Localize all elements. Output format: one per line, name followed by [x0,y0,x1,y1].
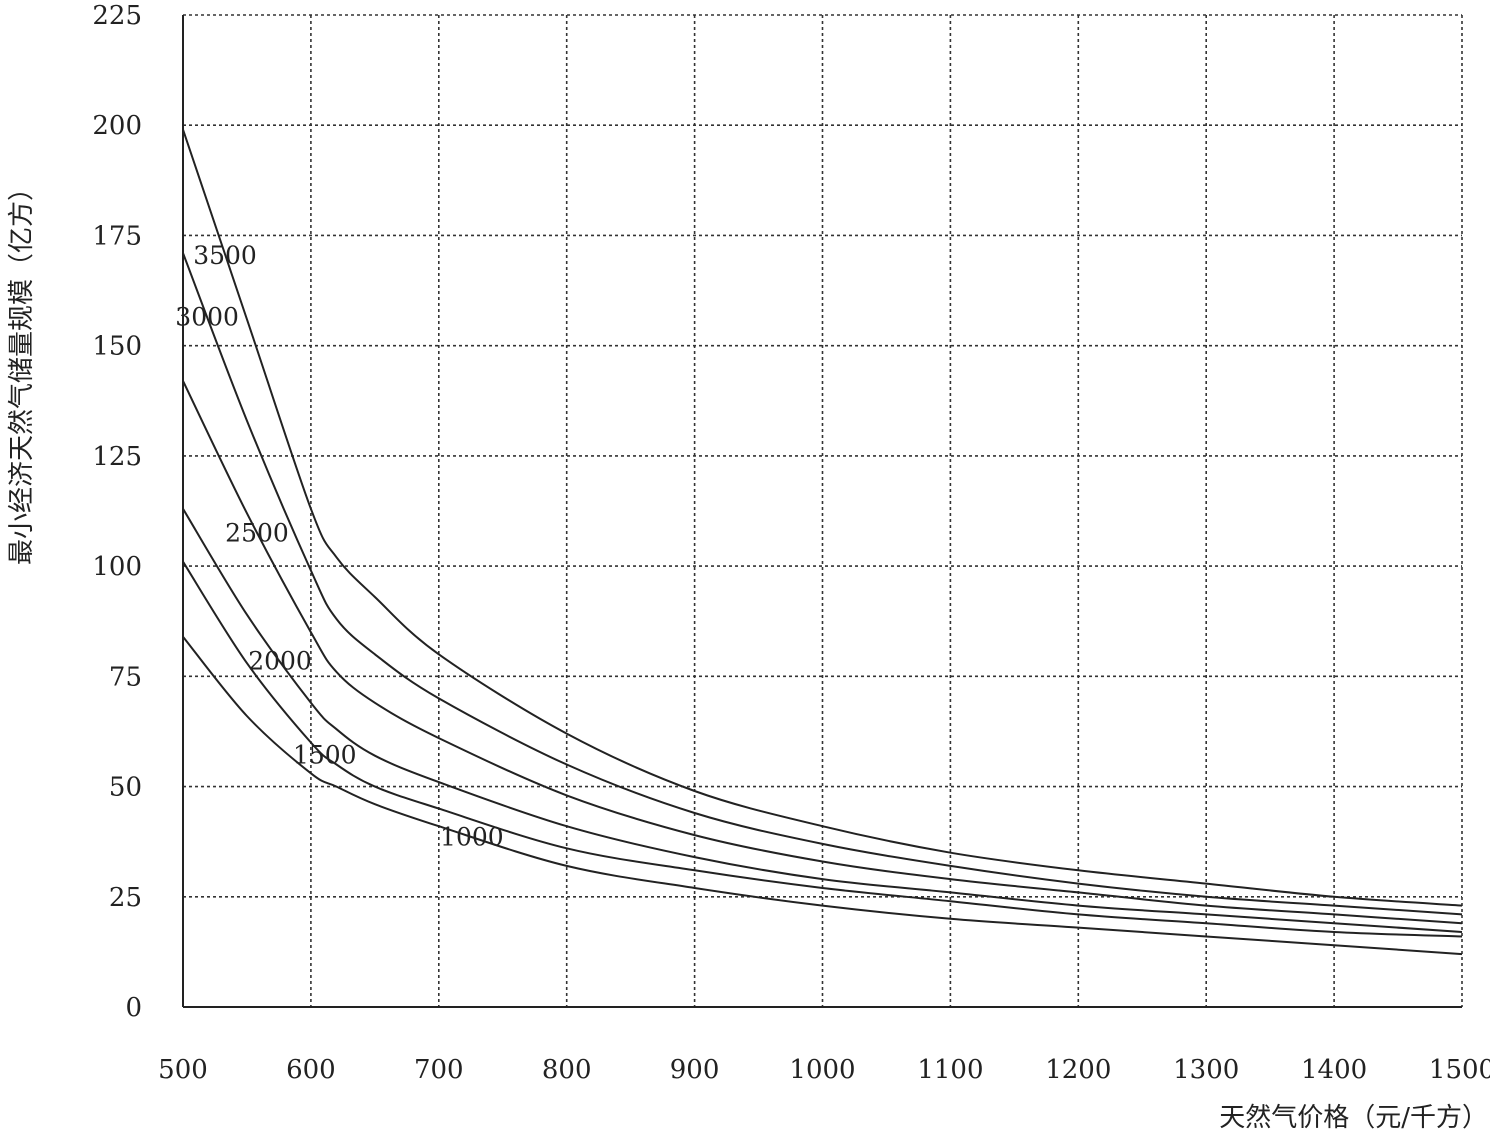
series-line-3500 [182,129,1463,907]
y-tick-label: 225 [92,1,142,31]
x-tick-label: 600 [286,1055,336,1085]
x-axis-title: 天然气价格（元/千方） [1219,1103,1488,1133]
curve-label-3000: 3000 [175,303,239,332]
curve-label-1500: 1500 [293,741,357,770]
x-tick-label: 1000 [789,1055,855,1085]
y-tick-label: 25 [109,883,142,913]
y-tick-label: 75 [109,662,142,692]
y-tick-label: 200 [92,111,142,141]
series-line-2000 [182,508,1463,933]
y-tick-label: 50 [109,773,142,803]
x-tick-label: 1100 [917,1055,983,1085]
y-axis-title: 最小经济天然气储量规模（亿方） [7,175,37,565]
grid-lines [183,14,1463,1007]
y-tick-label: 100 [92,552,142,582]
series-line-2500 [182,380,1463,925]
x-tick-label: 1400 [1301,1055,1367,1085]
curve-label-2000: 2000 [248,646,312,675]
tick-labels: 500 600 700 800 900 1000 1100 1200 1300 1400 1500 0… [92,1,1490,1085]
x-tick-label: 500 [158,1055,208,1085]
x-tick-label: 800 [542,1055,592,1085]
x-tick-label: 700 [414,1055,464,1085]
y-tick-label: 125 [92,442,142,472]
curve-label-2500: 2500 [225,518,289,547]
x-tick-label: 1200 [1045,1055,1111,1085]
curve-labels: 3500 3000 2500 2000 1500 1000 [175,241,503,852]
curve-label-3500: 3500 [193,241,257,270]
series-lines [182,129,1463,956]
x-tick-label: 1500 [1429,1055,1490,1085]
series-line-3000 [182,252,1463,916]
y-tick-label: 175 [92,221,142,251]
series-line-1500 [182,561,1463,938]
x-tick-label: 1300 [1173,1055,1239,1085]
y-tick-label: 150 [92,332,142,362]
axes [182,15,1462,1008]
x-tick-label: 900 [670,1055,720,1085]
curve-label-1000: 1000 [440,823,504,852]
series-line-1000 [182,636,1463,956]
y-tick-label: 0 [125,993,142,1023]
